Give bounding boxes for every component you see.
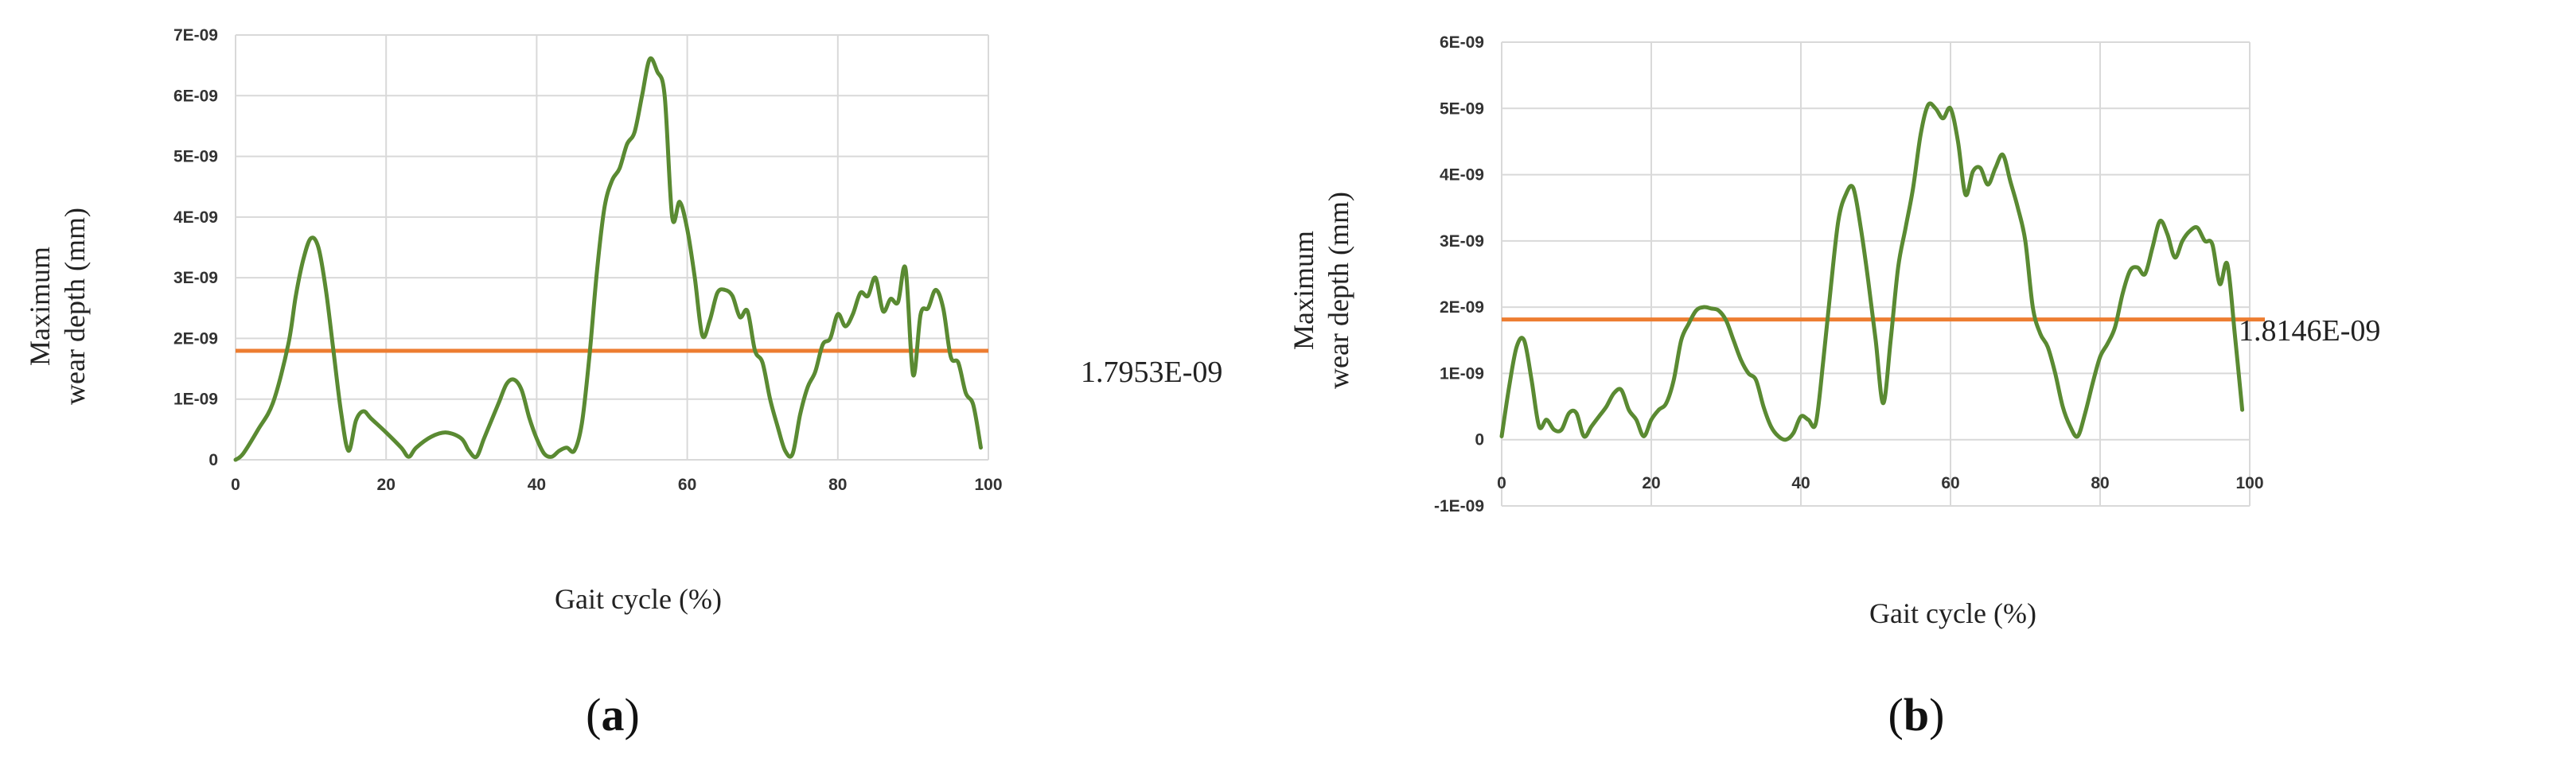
series-line bbox=[233, 56, 983, 462]
x-tick-label: 60 bbox=[1941, 474, 1959, 492]
y-tick-label: 3E-09 bbox=[1440, 232, 1484, 251]
y-tick-labels: 0 1E-09 2E-09 3E-09 4E-09 5E-09 6E-09 7E-09 bbox=[173, 26, 218, 469]
x-tick-labels: 0 20 40 60 80 100 bbox=[1497, 474, 2263, 492]
x-tick-label: 40 bbox=[1791, 474, 1810, 492]
x-tick-label: 60 bbox=[678, 476, 696, 494]
y-tick-label: 2E-09 bbox=[173, 329, 218, 348]
grid-layer bbox=[1501, 41, 2251, 507]
y-tick-label: 4E-09 bbox=[1440, 166, 1484, 185]
y-axis-title: Maximum wear depth (mm) bbox=[1288, 192, 1354, 389]
x-tick-label: 80 bbox=[2091, 474, 2109, 492]
panel-caption-b: (b) bbox=[1888, 689, 1945, 741]
y-tick-label: 0 bbox=[208, 451, 218, 469]
panel-caption-a: (a) bbox=[586, 689, 640, 741]
x-tick-label: 0 bbox=[1497, 474, 1506, 492]
chart-panel-a: 0 1E-09 2E-09 3E-09 4E-09 5E-09 6E-09 7E-09 0 20… bbox=[24, 26, 1222, 741]
y-tick-label: 1E-09 bbox=[1440, 364, 1484, 383]
y-tick-label: 5E-09 bbox=[173, 148, 218, 166]
x-tick-label: 100 bbox=[974, 476, 1002, 494]
x-axis-title: Gait cycle (%) bbox=[1869, 597, 2036, 629]
reference-line-label: 1.7953E-09 bbox=[1081, 356, 1222, 389]
x-tick-label: 80 bbox=[828, 476, 847, 494]
x-tick-label: 20 bbox=[1642, 474, 1660, 492]
y-tick-label: 2E-09 bbox=[1440, 298, 1484, 317]
series-layer bbox=[1499, 101, 2245, 442]
x-tick-label: 100 bbox=[2235, 474, 2263, 492]
series-layer bbox=[233, 56, 983, 462]
x-tick-labels: 0 20 40 60 80 100 bbox=[231, 476, 1002, 494]
y-tick-label: 7E-09 bbox=[173, 26, 218, 45]
chart-svg-a: 0 1E-09 2E-09 3E-09 4E-09 5E-09 6E-09 7E-09 0 20… bbox=[24, 26, 1222, 741]
y-tick-labels: -1E-09 0 1E-09 2E-09 3E-09 4E-09 5E-09 6E-09 bbox=[1434, 33, 1484, 515]
y-axis-title: Maximum wear depth (mm) bbox=[24, 208, 91, 405]
y-tick-label: 1E-09 bbox=[173, 391, 218, 409]
y-tick-label: 0 bbox=[1475, 431, 1484, 449]
y-tick-label: 6E-09 bbox=[1440, 33, 1484, 52]
x-axis-title: Gait cycle (%) bbox=[555, 583, 722, 615]
chart-svg-b: -1E-09 0 1E-09 2E-09 3E-09 4E-09 5E-09 6E-09 0 2… bbox=[1288, 33, 2380, 741]
chart-panel-b: -1E-09 0 1E-09 2E-09 3E-09 4E-09 5E-09 6E-09 0 2… bbox=[1288, 0, 2576, 774]
reference-line-label: 1.8146E-09 bbox=[2239, 314, 2380, 348]
y-axis-title-line-1: Maximum bbox=[1288, 231, 1319, 350]
y-tick-label: 4E-09 bbox=[173, 208, 218, 227]
y-tick-label: 3E-09 bbox=[173, 269, 218, 287]
x-tick-label: 20 bbox=[377, 476, 396, 494]
y-tick-label: 6E-09 bbox=[173, 87, 218, 105]
series-line bbox=[1499, 101, 2245, 442]
y-axis-title-line-2: wear depth (mm) bbox=[1323, 192, 1354, 389]
y-axis-title-line-1: Maximum bbox=[24, 247, 56, 366]
y-axis-title-line-2: wear depth (mm) bbox=[59, 208, 91, 405]
y-tick-label: 5E-09 bbox=[1440, 99, 1484, 118]
x-tick-label: 0 bbox=[231, 476, 240, 494]
y-tick-label: -1E-09 bbox=[1434, 497, 1484, 515]
grid-layer bbox=[235, 34, 989, 461]
x-tick-label: 40 bbox=[528, 476, 546, 494]
